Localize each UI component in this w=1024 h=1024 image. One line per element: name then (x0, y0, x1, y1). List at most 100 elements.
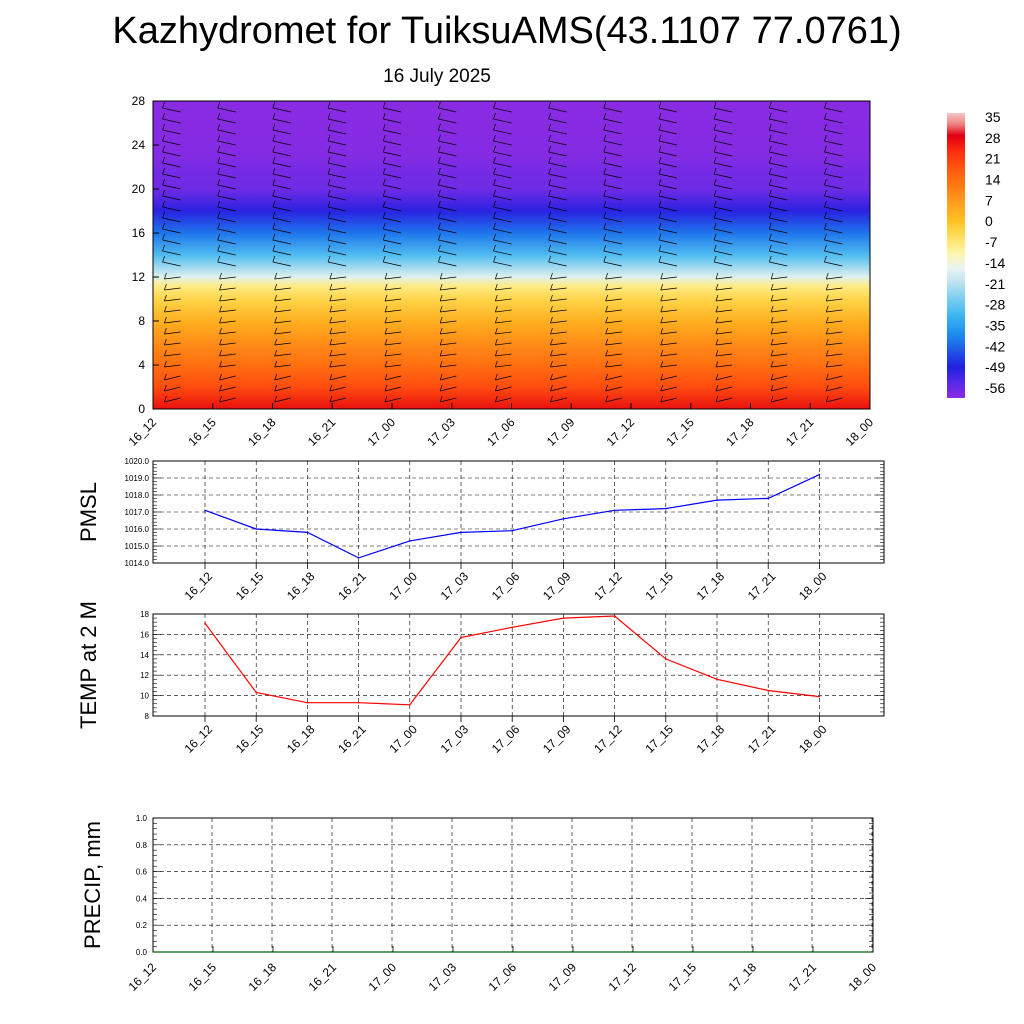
wind-barb-flag (770, 316, 774, 324)
wind-barb (495, 364, 512, 368)
wind-barb (658, 184, 678, 190)
wind-barb-flag (274, 327, 278, 335)
wind-barb-flag (548, 211, 551, 219)
wind-barb (826, 364, 843, 368)
wind-barb-flag (164, 373, 167, 381)
y-tick-label: 1014.0 (125, 559, 150, 568)
wind-barb-flag (382, 200, 386, 208)
wind-barb-flag (327, 189, 331, 197)
wind-barb (438, 206, 457, 212)
wind-barb (274, 386, 291, 392)
wind-barb (217, 228, 236, 234)
wind-barb-flag (382, 145, 386, 153)
wind-barb (603, 217, 622, 223)
wind-barb (603, 250, 622, 256)
wind-barb-flag (768, 112, 772, 120)
wind-barb-flag (715, 305, 719, 313)
wind-barb-flag (439, 384, 443, 392)
wind-barb-flag (439, 305, 443, 313)
wind-barb (769, 162, 788, 168)
wind-barb-flag (603, 255, 607, 263)
wind-barb (714, 173, 733, 179)
x-tick-label: 17_09 (540, 722, 574, 756)
wind-barb-flag (329, 327, 333, 335)
x-tick-label: 16_18 (284, 722, 318, 756)
wind-barb-flag (164, 272, 167, 280)
wind-barb (440, 364, 457, 368)
wind-barb-flag (327, 200, 331, 208)
wind-barb-flag (217, 112, 221, 120)
wind-barb (164, 353, 181, 357)
wind-barb (327, 140, 347, 146)
wind-barb-flag (329, 272, 333, 280)
wind-barb (770, 375, 788, 381)
x-tick-label: 16_21 (305, 415, 339, 449)
wind-barb (493, 206, 512, 212)
wind-barb (438, 140, 457, 146)
wind-barb (550, 375, 567, 381)
wind-barb (550, 309, 567, 313)
wind-barb-flag (217, 123, 221, 131)
wind-barb (327, 184, 347, 190)
wind-barb (826, 386, 843, 392)
wind-barb (714, 107, 733, 113)
wind-barb-flag (770, 338, 774, 346)
wind-barb (548, 162, 567, 168)
wind-barb (715, 320, 733, 324)
wind-barb-flag (164, 316, 167, 324)
wind-barb-flag (603, 244, 607, 252)
wind-barb (272, 129, 291, 135)
wind-barb (274, 353, 291, 357)
wind-barb (383, 184, 402, 190)
wind-barb (383, 239, 402, 245)
wind-barb-flag (605, 294, 608, 302)
wind-barb (658, 228, 678, 234)
wind-barb (217, 184, 236, 190)
wind-barb (548, 151, 567, 157)
wind-barb-flag (164, 305, 167, 313)
wind-barb-flag (825, 395, 829, 403)
wind-barb-flag (713, 101, 717, 109)
wind-barb-flag (493, 167, 496, 175)
data-point (255, 528, 257, 530)
wind-barb-flag (382, 167, 386, 175)
wind-barb (219, 364, 236, 368)
wind-barb (162, 151, 181, 157)
wind-barb-flag (768, 200, 772, 208)
wind-barb (274, 287, 291, 291)
colorbar-label: 0 (985, 213, 993, 229)
wind-barb-flag (660, 384, 664, 392)
wind-barb-flag (272, 145, 276, 153)
wind-barb-flag (768, 233, 772, 241)
wind-barb-flag (603, 145, 607, 153)
wind-barb (440, 375, 457, 381)
wind-barb-flag (824, 167, 827, 175)
wind-barb (660, 309, 678, 313)
x-tick-label: 17_00 (366, 960, 400, 994)
wind-barb-flag (219, 327, 222, 335)
wind-barb-flag (713, 123, 717, 131)
x-tick-label: 17_12 (591, 569, 625, 603)
wind-barb (440, 320, 457, 324)
wind-barb (493, 129, 512, 135)
data-point (818, 473, 821, 476)
y-axis-title: PRECIP, mm (80, 821, 105, 949)
wind-barb (272, 217, 291, 223)
wind-barb (660, 397, 678, 403)
x-tick-label: 17_09 (544, 415, 578, 449)
wind-barb (440, 342, 457, 346)
wind-barb (771, 309, 788, 313)
wind-barb (383, 107, 402, 113)
wind-barb (438, 162, 457, 168)
wind-barb-flag (382, 244, 386, 252)
wind-barb (714, 140, 733, 146)
wind-barb (438, 184, 457, 190)
wind-barb-flag (439, 360, 443, 368)
wind-barb-flag (493, 222, 496, 230)
wind-barb (714, 217, 733, 223)
wind-barb (826, 287, 843, 291)
wind-barb (826, 331, 843, 335)
wind-barb (769, 228, 788, 234)
wind-barb-flag (219, 395, 222, 403)
wind-barb-flag (715, 338, 719, 346)
